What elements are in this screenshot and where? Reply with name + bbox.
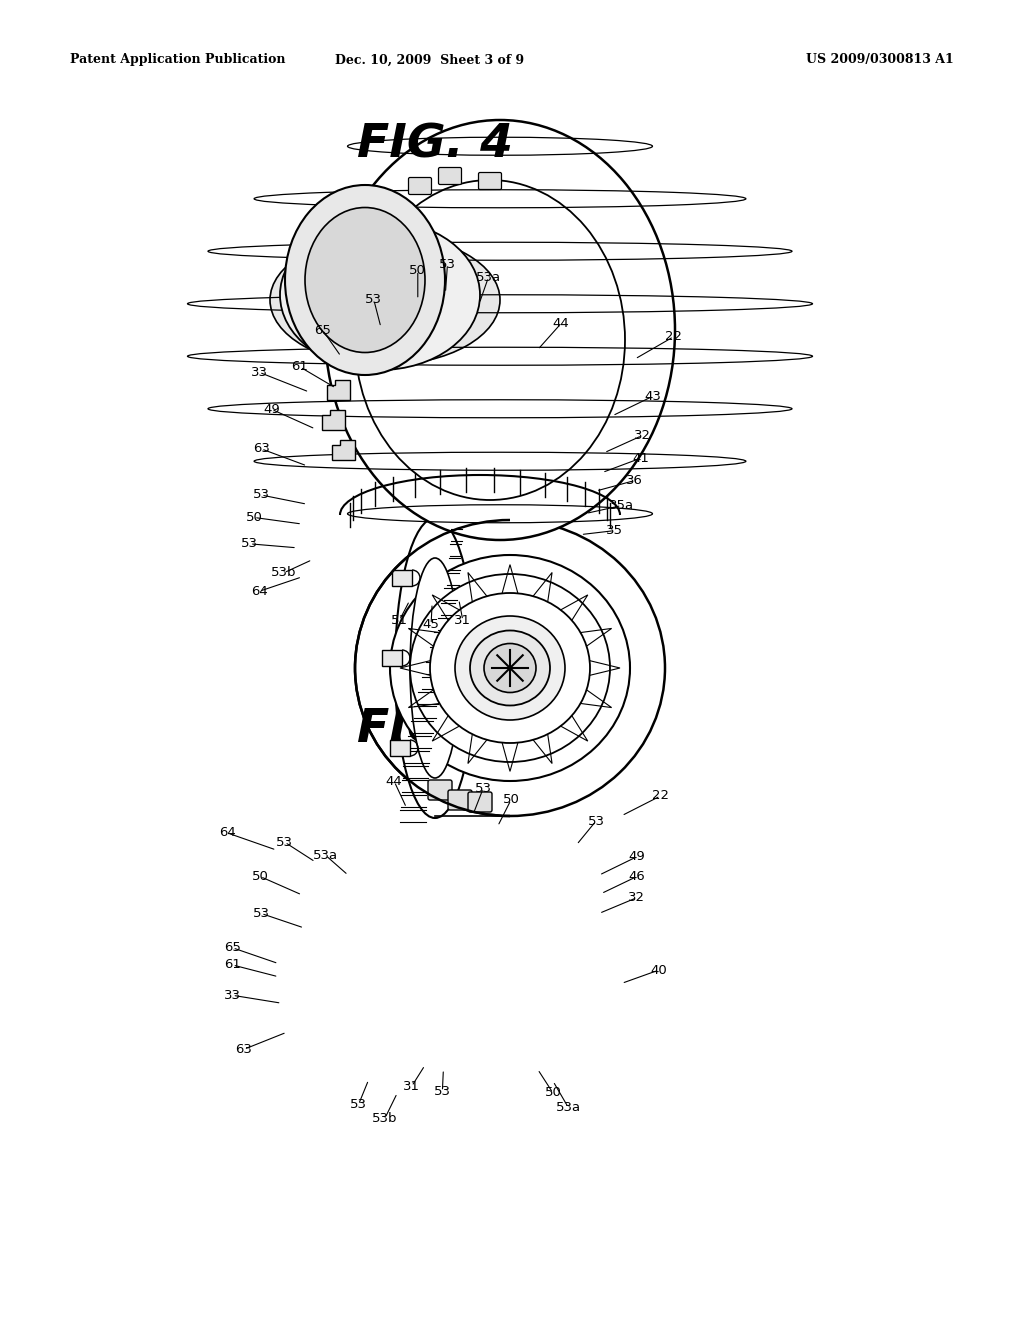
Text: 53: 53 — [588, 814, 604, 828]
Text: 53a: 53a — [556, 1101, 581, 1114]
FancyBboxPatch shape — [478, 173, 502, 190]
Text: 53: 53 — [350, 1098, 367, 1111]
Ellipse shape — [390, 554, 630, 781]
Ellipse shape — [305, 207, 425, 352]
FancyBboxPatch shape — [428, 780, 452, 800]
Ellipse shape — [410, 574, 610, 762]
Text: 44: 44 — [386, 775, 402, 788]
Text: 64: 64 — [219, 826, 236, 840]
Text: 41: 41 — [633, 451, 649, 465]
Ellipse shape — [285, 185, 445, 375]
Text: 64: 64 — [251, 585, 267, 598]
Text: 43: 43 — [645, 389, 662, 403]
Text: 63: 63 — [236, 1043, 252, 1056]
Text: 53: 53 — [253, 907, 269, 920]
Ellipse shape — [395, 517, 475, 818]
Text: 50: 50 — [503, 793, 519, 807]
FancyBboxPatch shape — [438, 168, 462, 185]
Text: 53a: 53a — [313, 849, 338, 862]
Text: 45: 45 — [423, 618, 439, 631]
Text: 31: 31 — [455, 614, 471, 627]
Text: 61: 61 — [292, 360, 308, 374]
Ellipse shape — [430, 593, 590, 743]
Text: 35: 35 — [606, 524, 623, 537]
Text: 49: 49 — [629, 850, 645, 863]
Text: 33: 33 — [251, 366, 267, 379]
Ellipse shape — [455, 616, 565, 719]
Ellipse shape — [484, 644, 536, 693]
Text: 53: 53 — [434, 1085, 451, 1098]
Polygon shape — [390, 741, 410, 756]
Text: Patent Application Publication: Patent Application Publication — [70, 54, 286, 66]
Text: 61: 61 — [224, 958, 241, 972]
Text: 36: 36 — [627, 474, 643, 487]
FancyBboxPatch shape — [409, 177, 431, 194]
Text: 51: 51 — [391, 614, 408, 627]
Text: 53b: 53b — [373, 1111, 397, 1125]
Ellipse shape — [270, 235, 500, 366]
Polygon shape — [392, 570, 412, 586]
Text: FIG. 4: FIG. 4 — [357, 123, 513, 168]
Ellipse shape — [355, 180, 625, 500]
Text: 53: 53 — [366, 293, 382, 306]
Text: 22: 22 — [652, 789, 669, 803]
Polygon shape — [322, 411, 345, 430]
Text: 50: 50 — [545, 1086, 561, 1100]
Text: 50: 50 — [410, 264, 426, 277]
Polygon shape — [327, 380, 350, 400]
Ellipse shape — [355, 520, 665, 816]
Text: 33: 33 — [224, 989, 241, 1002]
Ellipse shape — [325, 120, 675, 540]
Text: 53a: 53a — [476, 271, 501, 284]
Text: 53b: 53b — [271, 566, 296, 579]
Text: 40: 40 — [650, 964, 667, 977]
FancyBboxPatch shape — [449, 789, 472, 810]
Ellipse shape — [280, 220, 480, 370]
Text: 63: 63 — [253, 442, 269, 455]
Polygon shape — [382, 649, 402, 667]
Text: 65: 65 — [314, 323, 331, 337]
Text: Dec. 10, 2009  Sheet 3 of 9: Dec. 10, 2009 Sheet 3 of 9 — [336, 54, 524, 66]
Text: FIG. 5: FIG. 5 — [357, 708, 513, 752]
Text: US 2009/0300813 A1: US 2009/0300813 A1 — [806, 54, 954, 66]
Text: 32: 32 — [634, 429, 650, 442]
Text: 46: 46 — [629, 870, 645, 883]
Text: 50: 50 — [246, 511, 262, 524]
Text: 49: 49 — [263, 403, 280, 416]
Ellipse shape — [470, 631, 550, 705]
Text: 32: 32 — [629, 891, 645, 904]
Text: 53: 53 — [439, 257, 456, 271]
Text: 44: 44 — [553, 317, 569, 330]
Text: 53: 53 — [253, 488, 269, 502]
Text: 53: 53 — [475, 781, 492, 795]
FancyBboxPatch shape — [468, 792, 492, 812]
Text: 53: 53 — [242, 537, 258, 550]
Polygon shape — [332, 440, 355, 459]
Text: 50: 50 — [252, 870, 268, 883]
Text: 35a: 35a — [609, 499, 634, 512]
Ellipse shape — [410, 558, 460, 777]
Text: 31: 31 — [403, 1080, 420, 1093]
Text: 65: 65 — [224, 941, 241, 954]
Text: 22: 22 — [666, 330, 682, 343]
Text: 53: 53 — [276, 836, 293, 849]
